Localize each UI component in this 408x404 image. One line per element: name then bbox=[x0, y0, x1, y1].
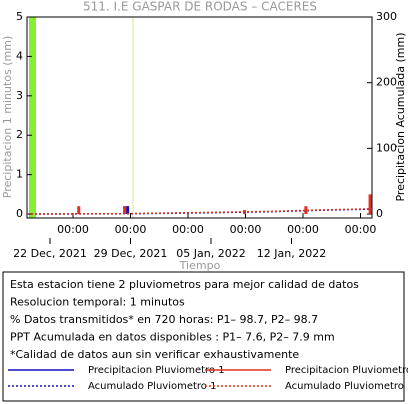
y2-tick-label: 200 bbox=[376, 76, 397, 89]
x-tick-label: 00:00 bbox=[345, 223, 377, 236]
y2-tick-label: 100 bbox=[376, 141, 397, 154]
bar bbox=[126, 206, 130, 215]
x-date-label: 05 Jan, 2022 bbox=[176, 247, 245, 260]
legend-label: Acumulado Pluviometro 1 bbox=[88, 381, 216, 392]
y-tick-label: 1 bbox=[16, 168, 23, 181]
bar bbox=[77, 206, 81, 215]
legend-label: Acumulado Pluviometro 2 bbox=[285, 381, 408, 392]
y2-tick-label: 300 bbox=[376, 10, 397, 23]
y2-axis-label: Precipitacion Acumulada (mm) bbox=[394, 32, 407, 201]
bar bbox=[304, 206, 308, 215]
info-text: PPT Acumulada en datos disponibles : P1–… bbox=[10, 331, 335, 344]
y2-tick-label: 0 bbox=[376, 207, 383, 220]
legend-label: Precipitacion Pluviometro 2 bbox=[285, 365, 408, 376]
bar bbox=[123, 206, 127, 215]
bar bbox=[368, 194, 372, 215]
x-tick-label: 00:00 bbox=[230, 223, 262, 236]
x-date-label: 22 Dec, 2021 bbox=[13, 247, 87, 260]
info-box bbox=[2, 271, 405, 402]
info-text: *Calidad de datos aun sin verificar exha… bbox=[10, 348, 299, 361]
info-text: Resolucion temporal: 1 minutos bbox=[10, 296, 185, 309]
y-axis-label: Precipitacion 1 minutos (mm) bbox=[1, 36, 14, 198]
y-tick-label: 5 bbox=[16, 10, 23, 23]
plot-frame bbox=[26, 16, 373, 219]
x-tick-label: 00:00 bbox=[287, 223, 319, 236]
legend-label: Precipitacion Pluviometro 1 bbox=[88, 365, 225, 376]
x-axis-label: Tiempo bbox=[179, 259, 221, 272]
y-tick-label: 3 bbox=[16, 89, 23, 102]
x-tick-label: 00:00 bbox=[172, 223, 204, 236]
no-data-band bbox=[29, 17, 36, 218]
y-tick-label: 0 bbox=[16, 207, 23, 220]
cumulative-line bbox=[26, 208, 373, 215]
x-tick-label: 00:00 bbox=[115, 223, 147, 236]
y-tick-label: 2 bbox=[16, 128, 23, 141]
info-text: % Datos transmitidos* en 720 horas: P1– … bbox=[10, 313, 318, 326]
y-tick-label: 4 bbox=[16, 49, 23, 62]
x-date-label: 29 Dec, 2021 bbox=[94, 247, 168, 260]
x-date-label: 12 Jan, 2022 bbox=[257, 247, 326, 260]
x-tick-label: 00:00 bbox=[57, 223, 89, 236]
info-text: Esta estacion tiene 2 pluviometros para … bbox=[10, 278, 359, 291]
chart-title: 511. I.E GASPAR DE RODAS – CACERES bbox=[83, 0, 317, 14]
